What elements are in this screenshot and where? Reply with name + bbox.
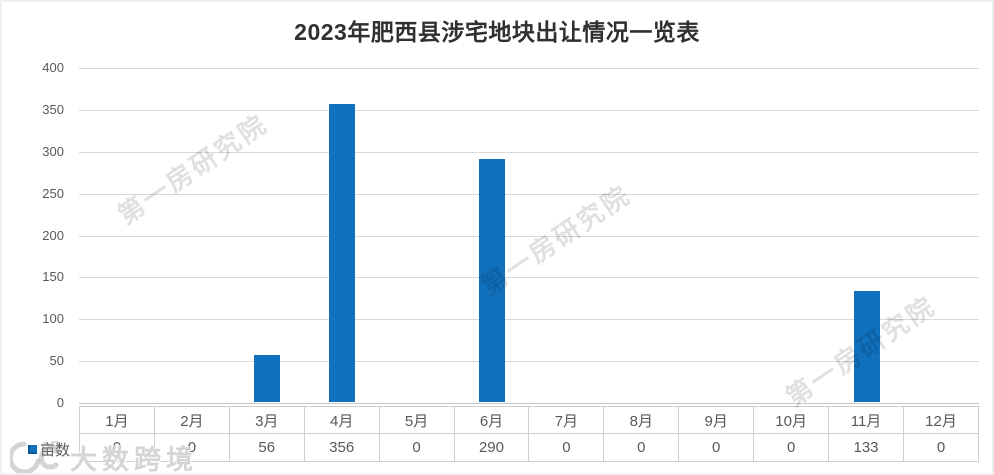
legend-series-label: 亩数 xyxy=(40,441,71,459)
month-header-row: 1月 2月 3月 4月 5月 6月 7月 8月 9月 10月 11月 12月 xyxy=(79,406,980,434)
month-header-cell: 4月 xyxy=(303,406,380,434)
gridline xyxy=(79,109,979,111)
month-header-cell: 7月 xyxy=(528,406,605,434)
bar-6月 xyxy=(478,159,505,402)
plot-area xyxy=(79,68,979,404)
y-axis-tick-label: 100 xyxy=(42,311,64,327)
bar-3月 xyxy=(253,355,280,402)
chart-data-table: 1月 2月 3月 4月 5月 6月 7月 8月 9月 10月 11月 12月 0 0 56 356 0 290 0… xyxy=(79,406,980,462)
month-header-cell: 11月 xyxy=(828,406,904,434)
month-header-cell: 9月 xyxy=(678,406,755,434)
month-header-cell: 8月 xyxy=(603,406,680,434)
page-title: 2023年肥西县涉宅地块出让情况一览表 xyxy=(294,19,700,45)
bar-11月 xyxy=(853,290,880,402)
month-header-cell: 3月 xyxy=(228,406,305,434)
month-header-cell: 6月 xyxy=(453,406,530,434)
value-cell: 0 xyxy=(378,433,455,462)
value-cell: 0 xyxy=(603,433,680,462)
month-header-cell: 2月 xyxy=(153,406,230,434)
y-axis-tick-label: 150 xyxy=(42,269,64,285)
value-cell: 0 xyxy=(753,433,830,462)
y-axis-tick-label: 400 xyxy=(42,60,64,75)
y-axis-tick-label: 350 xyxy=(42,101,64,117)
gridline xyxy=(79,193,979,195)
month-header-cell: 1月 xyxy=(79,406,155,434)
value-cell: 0 xyxy=(678,433,755,462)
x-axis-line xyxy=(79,403,979,404)
value-cell: 290 xyxy=(453,433,530,462)
y-axis-tick-label: 300 xyxy=(42,143,64,159)
value-cell: 356 xyxy=(303,433,380,462)
value-cell: 0 xyxy=(528,433,605,462)
value-cell: 133 xyxy=(828,433,904,462)
gridline xyxy=(79,235,979,237)
month-header-cell: 12月 xyxy=(902,406,980,434)
value-cell: 0 xyxy=(153,433,230,462)
month-header-cell: 10月 xyxy=(753,406,830,434)
value-cell: 0 xyxy=(902,433,980,462)
bar-4月 xyxy=(328,103,355,402)
legend: 亩数 xyxy=(28,438,70,460)
value-cell: 56 xyxy=(228,433,305,462)
gridline xyxy=(79,151,979,153)
value-cell: 0 xyxy=(79,433,155,462)
month-header-cell: 5月 xyxy=(378,406,455,434)
gridline xyxy=(79,361,979,363)
series-legend-key-icon xyxy=(28,444,37,454)
y-axis-tick-label: 0 xyxy=(56,395,64,410)
y-axis-tick-label: 50 xyxy=(49,353,64,369)
gridline xyxy=(79,277,979,279)
value-row: 0 0 56 356 0 290 0 0 0 0 133 0 xyxy=(79,433,980,462)
gridline xyxy=(79,319,979,321)
y-axis-tick-label: 250 xyxy=(42,185,64,201)
gridline xyxy=(79,68,979,69)
y-axis-tick-label: 200 xyxy=(42,227,64,243)
